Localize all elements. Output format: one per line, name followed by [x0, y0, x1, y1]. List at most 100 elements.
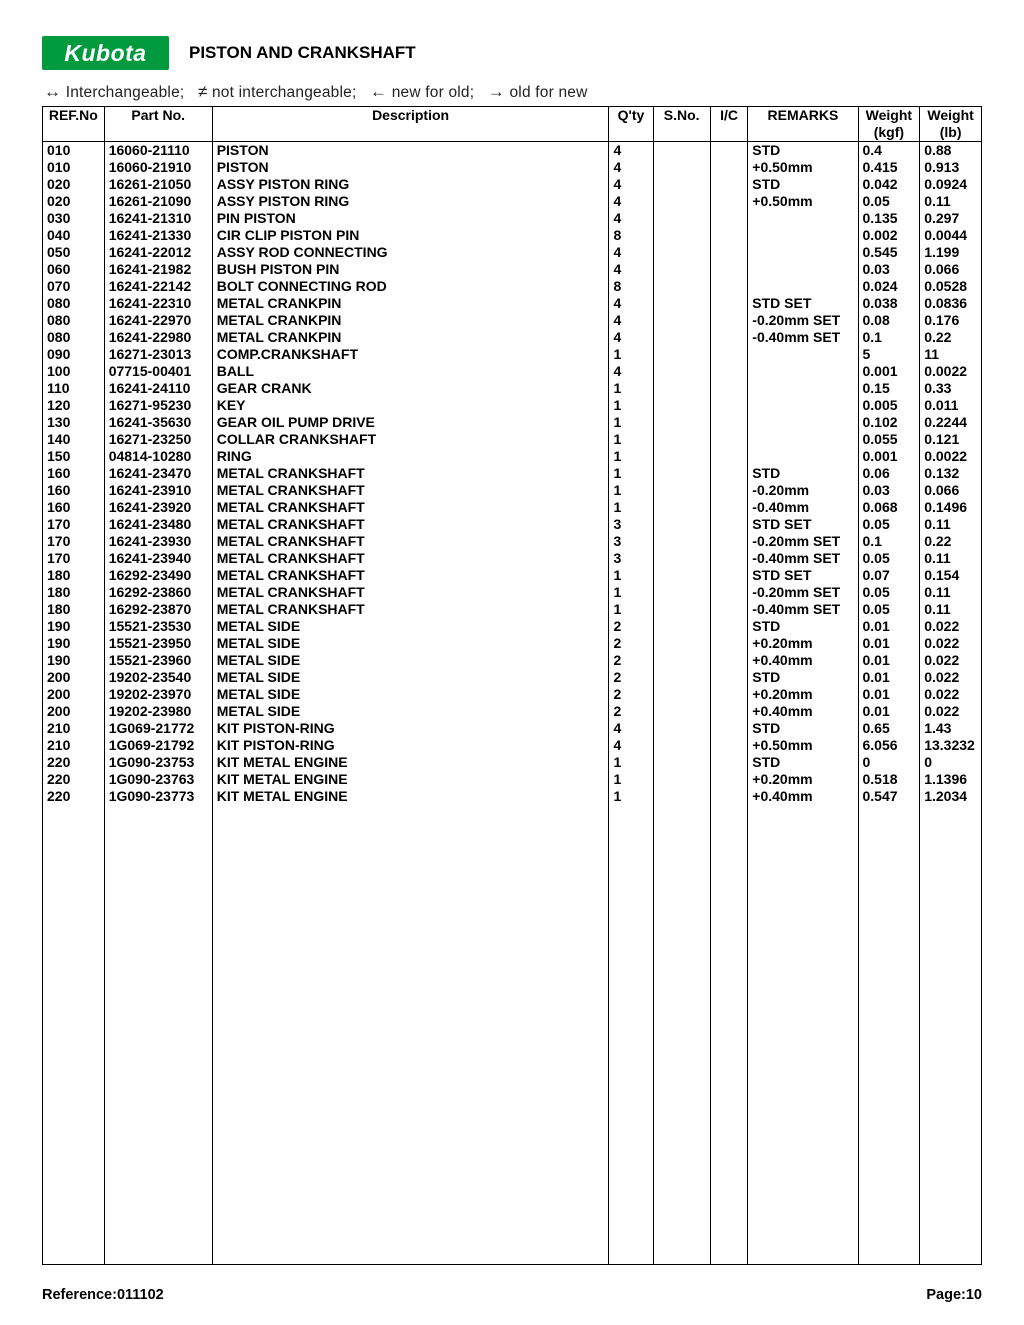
cell-rem: [748, 448, 858, 465]
cell-wlb: 0.121: [920, 431, 982, 448]
cell-ref: 190: [43, 652, 105, 669]
table-header: REF.No Part No. Description Q'ty S.No. I…: [43, 107, 982, 142]
table-row: 14016271-23250COLLAR CRANKSHAFT10.0550.1…: [43, 431, 982, 448]
cell-wkg: 0.1: [858, 329, 920, 346]
cell-ic: [710, 720, 747, 737]
col-ref: REF.No: [43, 107, 105, 142]
cell-ref: 170: [43, 550, 105, 567]
cell-wlb: 0.022: [920, 635, 982, 652]
cell-wlb: 0.176: [920, 312, 982, 329]
cell-sno: [653, 244, 710, 261]
col-qty: Q'ty: [609, 107, 653, 142]
cell-ref: 200: [43, 686, 105, 703]
cell-rem: [748, 363, 858, 380]
cell-qty: 1: [609, 380, 653, 397]
cell-wkg: 0.055: [858, 431, 920, 448]
legend: ↔ Interchangeable; ≠ not interchangeable…: [44, 82, 982, 102]
cell-wlb: 0.0836: [920, 295, 982, 312]
table-row: 19015521-23960METAL SIDE2+0.40mm0.010.02…: [43, 652, 982, 669]
cell-desc: METAL CRANKSHAFT: [212, 465, 609, 482]
cell-rem: -0.40mm SET: [748, 601, 858, 618]
cell-wkg: 0.01: [858, 703, 920, 720]
cell-wkg: 0: [858, 754, 920, 771]
cell-part: 16261-21050: [104, 176, 212, 193]
cell-sno: [653, 550, 710, 567]
table-row-empty: [43, 1026, 982, 1043]
cell-sno: [653, 482, 710, 499]
cell-desc: COMP.CRANKSHAFT: [212, 346, 609, 363]
cell-sno: [653, 176, 710, 193]
cell-ref: 170: [43, 516, 105, 533]
cell-sno: [653, 720, 710, 737]
cell-part: 15521-23950: [104, 635, 212, 652]
cell-qty: 2: [609, 652, 653, 669]
cell-ref: 220: [43, 754, 105, 771]
cell-ic: [710, 567, 747, 584]
cell-desc: KIT PISTON-RING: [212, 737, 609, 754]
cell-wlb: 0.297: [920, 210, 982, 227]
table-row: 17016241-23940METAL CRANKSHAFT3-0.40mm S…: [43, 550, 982, 567]
table-row: 16016241-23910METAL CRANKSHAFT1-0.20mm0.…: [43, 482, 982, 499]
cell-part: 15521-23960: [104, 652, 212, 669]
cell-wlb: 13.3232: [920, 737, 982, 754]
cell-desc: METAL CRANKSHAFT: [212, 482, 609, 499]
cell-rem: -0.40mm SET: [748, 329, 858, 346]
cell-qty: 4: [609, 737, 653, 754]
legend-interchangeable-icon: ↔: [44, 82, 61, 101]
table-row-empty: [43, 805, 982, 822]
cell-ref: 100: [43, 363, 105, 380]
table-body: 01016060-21110PISTON4STD0.40.8801016060-…: [43, 142, 982, 1265]
cell-ref: 150: [43, 448, 105, 465]
cell-ic: [710, 193, 747, 210]
table-row: 11016241-24110GEAR CRANK10.150.33: [43, 380, 982, 397]
cell-desc: KIT METAL ENGINE: [212, 788, 609, 805]
col-desc: Description: [212, 107, 609, 142]
table-row: 03016241-21310PIN PISTON40.1350.297: [43, 210, 982, 227]
cell-sno: [653, 703, 710, 720]
cell-rem: -0.40mm: [748, 499, 858, 516]
cell-wlb: 0.22: [920, 329, 982, 346]
table-row: 2201G090-23763KIT METAL ENGINE1+0.20mm0.…: [43, 771, 982, 788]
cell-ic: [710, 278, 747, 295]
cell-part: 1G069-21772: [104, 720, 212, 737]
table-row: 18016292-23490METAL CRANKSHAFT1STD SET0.…: [43, 567, 982, 584]
cell-qty: 1: [609, 771, 653, 788]
table-row: 08016241-22970METAL CRANKPIN4-0.20mm SET…: [43, 312, 982, 329]
cell-sno: [653, 516, 710, 533]
cell-ref: 110: [43, 380, 105, 397]
cell-wkg: 0.01: [858, 652, 920, 669]
cell-desc: METAL CRANKSHAFT: [212, 601, 609, 618]
cell-desc: COLLAR CRANKSHAFT: [212, 431, 609, 448]
cell-wlb: 0.11: [920, 193, 982, 210]
cell-rem: STD: [748, 176, 858, 193]
cell-ic: [710, 176, 747, 193]
cell-wkg: 0.03: [858, 261, 920, 278]
cell-part: 16241-23470: [104, 465, 212, 482]
cell-wlb: 0.0528: [920, 278, 982, 295]
cell-ref: 040: [43, 227, 105, 244]
table-row: 08016241-22310METAL CRANKPIN4STD SET0.03…: [43, 295, 982, 312]
cell-qty: 1: [609, 567, 653, 584]
footer: Reference:011102 Page:10: [42, 1287, 982, 1303]
cell-wlb: 0.913: [920, 159, 982, 176]
cell-rem: STD: [748, 754, 858, 771]
cell-desc: ASSY PISTON RING: [212, 193, 609, 210]
cell-ref: 020: [43, 176, 105, 193]
cell-rem: STD: [748, 618, 858, 635]
table-row: 05016241-22012ASSY ROD CONNECTING40.5451…: [43, 244, 982, 261]
legend-notinterchangeable-label: not interchangeable;: [212, 84, 356, 101]
cell-wlb: 0.0044: [920, 227, 982, 244]
legend-notinterchangeable-icon: ≠: [198, 82, 208, 101]
cell-rem: STD: [748, 465, 858, 482]
cell-part: 16241-22310: [104, 295, 212, 312]
cell-wkg: 0.65: [858, 720, 920, 737]
cell-ic: [710, 516, 747, 533]
table-row-empty: [43, 839, 982, 856]
cell-desc: METAL CRANKSHAFT: [212, 533, 609, 550]
cell-wkg: 0.4: [858, 142, 920, 160]
cell-wlb: 0.066: [920, 261, 982, 278]
cell-rem: -0.20mm SET: [748, 533, 858, 550]
cell-ref: 190: [43, 635, 105, 652]
table-row: 01016060-21110PISTON4STD0.40.88: [43, 142, 982, 160]
cell-ref: 080: [43, 312, 105, 329]
